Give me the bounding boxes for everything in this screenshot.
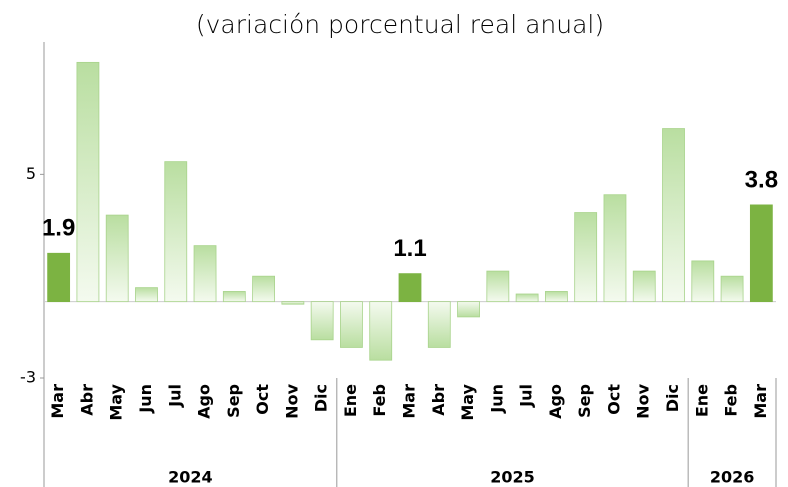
bar — [105, 214, 129, 303]
x-tick-label: Dic — [312, 384, 331, 412]
bar — [545, 291, 568, 303]
x-tick-label: Ene — [341, 384, 360, 417]
x-tick-label: Ago — [546, 384, 565, 419]
x-tick-label: Jun — [487, 384, 506, 414]
x-tick-label: Nov — [634, 383, 653, 418]
x-tick-label: Jul — [517, 384, 536, 408]
x-tick-label: Oct — [253, 384, 272, 415]
bar — [76, 61, 100, 303]
x-tick-label: Feb — [370, 384, 389, 417]
bar — [749, 204, 773, 303]
x-tick-label: Jul — [165, 384, 184, 408]
x-tick-label: Nov — [282, 383, 301, 418]
x-tick-label: May — [107, 383, 126, 420]
bar — [193, 245, 217, 303]
group-label: 2025 — [490, 468, 535, 487]
group-label: 2024 — [168, 468, 213, 487]
x-tick-label: Ene — [692, 384, 711, 417]
x-tick-label: Sep — [224, 384, 243, 418]
bar — [340, 301, 363, 348]
bar — [252, 275, 276, 303]
bar — [281, 301, 305, 305]
x-tick-label: Mar — [48, 384, 67, 419]
bar — [720, 275, 744, 303]
group-label: 2026 — [710, 468, 755, 487]
data-label: 1.1 — [393, 235, 426, 262]
bar — [515, 293, 539, 303]
bar — [369, 301, 393, 361]
bar — [691, 260, 715, 303]
bar — [486, 270, 510, 303]
y-tick-label: 5 — [26, 164, 36, 183]
bar — [632, 270, 656, 303]
x-tick-label: Mar — [751, 384, 770, 419]
bar — [222, 291, 246, 303]
bar — [47, 252, 71, 303]
x-tick-label: Feb — [722, 384, 741, 417]
bar — [603, 194, 627, 303]
x-tick-label: Ago — [195, 384, 214, 419]
x-tick-label: Sep — [575, 384, 594, 418]
x-tick-label: Jun — [136, 384, 155, 414]
x-tick-label: Dic — [663, 384, 682, 412]
x-tick-label: Abr — [77, 384, 96, 416]
bar — [398, 273, 422, 303]
bar — [164, 161, 188, 303]
x-tick-label: May — [458, 383, 477, 420]
x-tick-label: Abr — [429, 384, 448, 416]
x-tick-label: Oct — [604, 384, 623, 415]
bar — [427, 301, 451, 348]
data-label: 1.9 — [42, 215, 75, 242]
y-tick-label: -3 — [20, 368, 36, 387]
bar — [457, 301, 480, 318]
bar — [574, 212, 598, 303]
bar — [135, 287, 158, 303]
chart-title: (variación porcentual real anual) — [196, 10, 604, 39]
data-label: 3.8 — [745, 166, 778, 193]
bar — [662, 128, 685, 303]
x-tick-label: Mar — [400, 384, 419, 419]
bar — [310, 301, 334, 341]
